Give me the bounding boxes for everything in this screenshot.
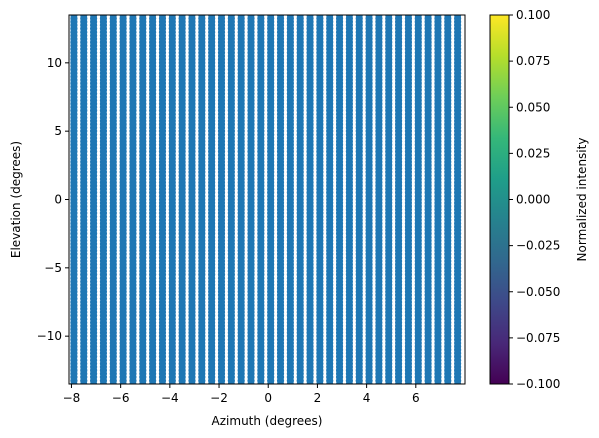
scatter-point	[188, 15, 196, 19]
y-tick-label: 10	[47, 56, 62, 70]
colorbar-tick-label: 0.100	[516, 8, 550, 22]
x-tick-label: 4	[363, 391, 371, 405]
colorbar-tick-label: −0.075	[516, 331, 560, 345]
scatter-point	[168, 15, 176, 19]
scatter-point	[237, 15, 245, 19]
scatter-point	[129, 15, 137, 19]
x-axis-ticks: −8 −6 −4 −2 0 2 4 6	[63, 384, 420, 405]
y-tick-label: 5	[54, 124, 62, 138]
colorbar	[489, 14, 510, 385]
scatter-point	[139, 15, 147, 19]
y-tick-label: 0	[54, 193, 62, 207]
y-tick-label: −5	[44, 261, 62, 275]
scatter-point	[247, 15, 255, 19]
x-tick-label: −2	[210, 391, 228, 405]
x-tick-label: −4	[161, 391, 179, 405]
scatter-point	[257, 15, 265, 19]
colorbar-label: Normalized intensity	[575, 138, 589, 262]
colorbar-tick-label: 0.000	[516, 193, 550, 207]
scatter-point	[158, 15, 167, 19]
y-axis-label: Elevation (degrees)	[9, 141, 23, 258]
scatter-points	[70, 15, 462, 384]
x-axis-label: Azimuth (degrees)	[212, 414, 323, 428]
scatter-point	[80, 15, 88, 19]
scatter-point	[90, 15, 98, 19]
scatter-point	[217, 15, 226, 19]
colorbar-ticks: 0.100 0.075 0.050 0.025 0.000 −0.025 −0.050 −0.…	[509, 8, 560, 391]
x-tick-label: −6	[112, 391, 130, 405]
scatter-point	[227, 15, 235, 19]
scatter-point	[198, 15, 206, 19]
scatter-point	[119, 15, 127, 19]
colorbar-tick-label: −0.025	[516, 239, 560, 253]
y-tick-label: −10	[37, 329, 62, 343]
x-tick-label: 6	[412, 391, 420, 405]
colorbar-tick-label: −0.050	[516, 285, 560, 299]
x-tick-label: 2	[314, 391, 322, 405]
colorbar-tick-label: −0.100	[516, 377, 560, 391]
colorbar-tick-label: 0.050	[516, 100, 550, 114]
scatter-point	[149, 15, 157, 19]
x-tick-label: −8	[63, 391, 81, 405]
scatter-point	[99, 15, 108, 19]
x-tick-label: 0	[264, 391, 272, 405]
y-axis-ticks: −10 −5 0 5 10	[37, 56, 69, 343]
scatter-point	[70, 15, 78, 19]
scatter-point	[178, 15, 186, 19]
scatter-point	[208, 15, 216, 19]
colorbar-tick-label: 0.025	[516, 146, 550, 160]
scatter-point	[109, 15, 117, 19]
colorbar-tick-label: 0.075	[516, 54, 550, 68]
